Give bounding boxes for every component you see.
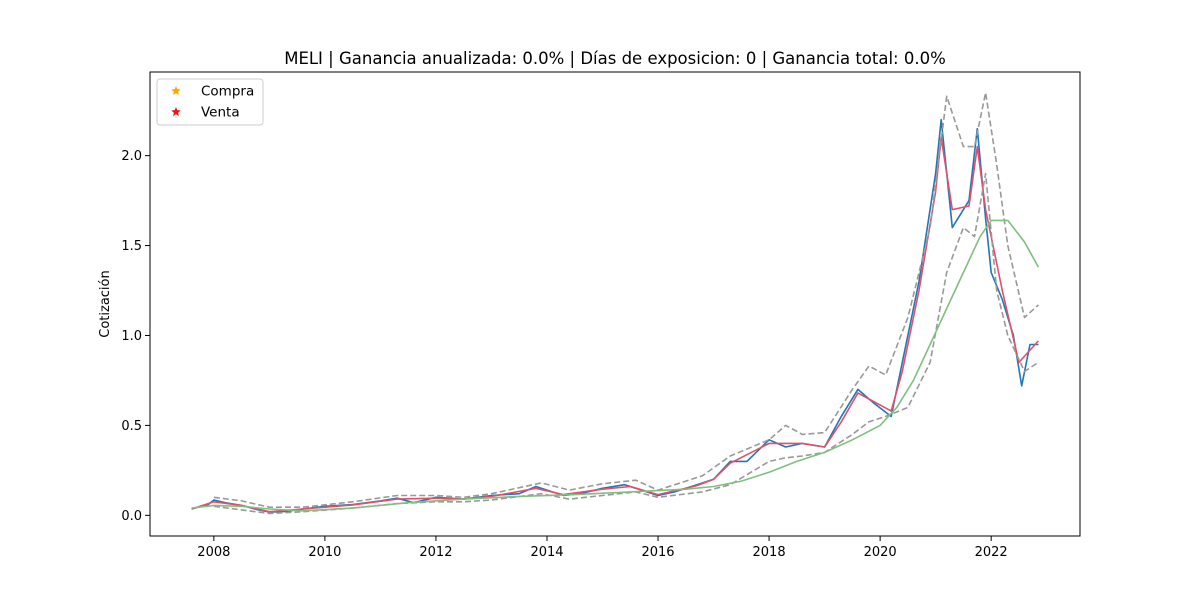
x-tick-label: 2012 <box>419 545 452 560</box>
y-axis-label: Cotización <box>98 270 113 337</box>
plot-series-group <box>191 91 1040 515</box>
series-line-2 <box>191 136 1039 513</box>
legend-label-compra: Compra <box>201 84 254 100</box>
x-tick-label: 2008 <box>197 545 230 560</box>
legend-box <box>156 78 264 126</box>
y-tick-label: 1.5 <box>121 239 142 254</box>
series-line-5 <box>191 219 1040 512</box>
legend-marker-venta <box>171 107 181 117</box>
legend-marker-compra <box>171 86 181 96</box>
x-tick-label: 2014 <box>530 545 563 560</box>
y-tick-label: 0.0 <box>121 509 142 524</box>
x-tick-label: 2018 <box>753 545 786 560</box>
legend: Compra Venta <box>156 78 264 126</box>
x-tick-label: 2022 <box>975 545 1008 560</box>
y-tick-label: 2.0 <box>121 149 142 164</box>
y-tick-label: 1.0 <box>121 329 142 344</box>
y-axis: 0.0 0.5 1.0 1.5 2.0 <box>121 149 150 524</box>
series-line-3 <box>213 91 1039 509</box>
legend-label-venta: Venta <box>201 105 240 121</box>
x-tick-label: 2020 <box>864 545 897 560</box>
x-axis: 2008 2010 2012 2014 2016 2018 2020 2022 <box>197 536 1008 560</box>
series-line-1 <box>191 118 1039 513</box>
chart-title: MELI | Ganancia anualizada: 0.0% | Días … <box>284 49 946 68</box>
plot-frame <box>149 71 1081 537</box>
series-line-4 <box>213 172 1039 515</box>
x-tick-label: 2010 <box>308 545 341 560</box>
y-tick-label: 0.5 <box>121 419 142 434</box>
x-tick-label: 2016 <box>641 545 674 560</box>
